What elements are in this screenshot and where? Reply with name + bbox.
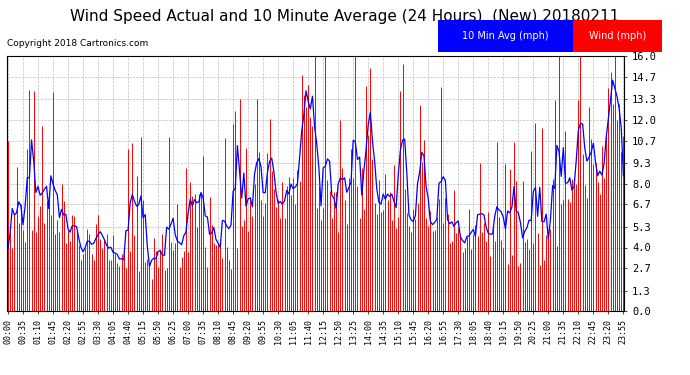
Text: Wind (mph): Wind (mph)	[589, 31, 646, 41]
Text: 10 Min Avg (mph): 10 Min Avg (mph)	[462, 31, 549, 41]
Text: Copyright 2018 Cartronics.com: Copyright 2018 Cartronics.com	[7, 39, 148, 48]
Text: Wind Speed Actual and 10 Minute Average (24 Hours)  (New) 20180211: Wind Speed Actual and 10 Minute Average …	[70, 9, 620, 24]
